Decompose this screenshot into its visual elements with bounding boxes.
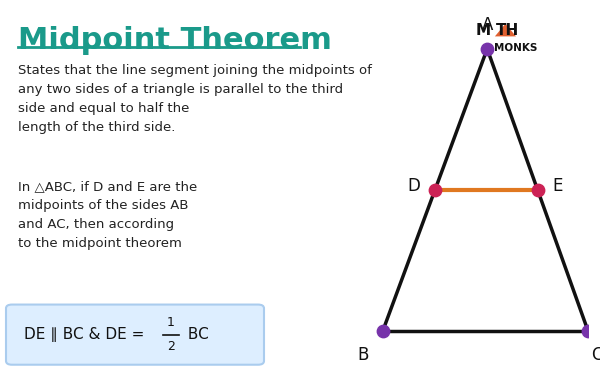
Text: 2: 2 [167,340,175,353]
Text: MONKS: MONKS [494,44,538,53]
Text: 1: 1 [167,316,175,329]
Text: A: A [482,16,493,34]
Point [533,187,542,193]
Text: TH: TH [496,23,519,38]
Point [378,328,388,334]
Text: C: C [592,346,600,364]
Text: B: B [357,346,368,364]
Point [430,187,440,193]
Polygon shape [495,24,516,36]
Point [482,46,492,52]
Text: DE ∥ BC & DE =: DE ∥ BC & DE = [24,327,149,342]
Text: In △ABC, if D and E are the
midpoints of the sides AB
and AC, then according
to : In △ABC, if D and E are the midpoints of… [18,180,197,250]
Text: Midpoint Theorem: Midpoint Theorem [18,26,332,55]
Text: BC: BC [183,327,209,342]
FancyBboxPatch shape [6,305,264,365]
Text: M: M [475,23,491,38]
Text: D: D [408,177,421,195]
Point [583,328,593,334]
Text: States that the line segment joining the midpoints of
any two sides of a triangl: States that the line segment joining the… [18,64,372,134]
Text: E: E [552,177,562,195]
